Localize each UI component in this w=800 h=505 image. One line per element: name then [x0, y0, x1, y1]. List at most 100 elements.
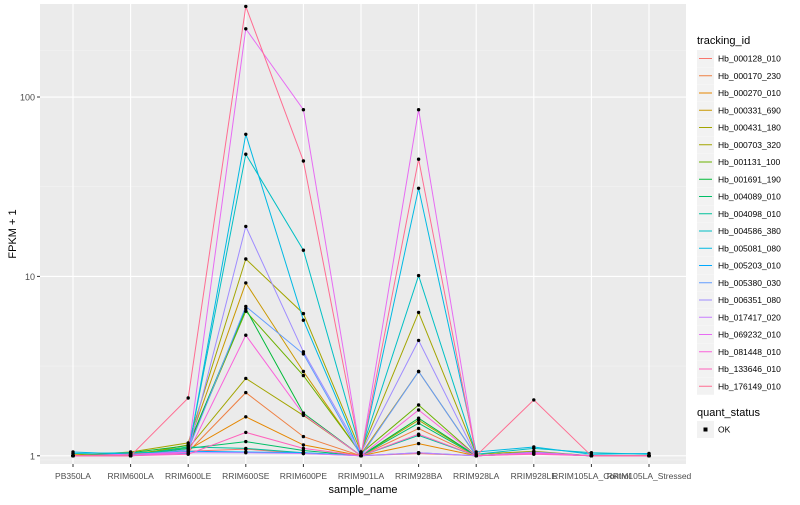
data-point-Hb_004098_010-RRIM600LE	[186, 445, 190, 449]
data-point-Hb_176149_010-RRIM928BA	[416, 157, 421, 161]
data-point-Hb_000170_230-RRIM600SE	[244, 390, 248, 395]
legend-label: Hb_176149_010	[718, 381, 781, 391]
data-points	[71, 4, 651, 458]
data-point-Hb_176149_010-PB350LA	[71, 454, 75, 458]
data-point-Hb_133646_010-RRIM928LE	[532, 452, 536, 456]
data-point-Hb_176149_010-RRIM105LA_Stressed	[647, 454, 651, 458]
data-point-Hb_000270_010-RRIM600SE	[244, 415, 248, 419]
x-tick-label: RRIM105LA_Stressed	[607, 471, 692, 481]
legend-label: Hb_000431_180	[718, 123, 781, 133]
data-point-Hb_000431_180-RRIM600SE	[244, 376, 248, 381]
legend-label: Hb_000170_230	[718, 71, 781, 81]
data-point-Hb_000170_230-RRIM600PE	[301, 434, 306, 439]
data-point-Hb_000703_320-RRIM928BA	[416, 310, 421, 315]
data-point-Hb_069232_010-RRIM928BA	[416, 108, 421, 112]
legend-shape-items: OK	[697, 421, 731, 438]
data-point-Hb_005081_080-RRIM928BA	[416, 186, 421, 190]
legend-label: Hb_005203_010	[718, 261, 781, 271]
data-point-Hb_006351_080-RRIM928BA	[416, 338, 421, 343]
legend-label: Hb_017417_020	[718, 312, 781, 322]
legend: tracking_id Hb_000128_010Hb_000170_230Hb…	[697, 35, 781, 438]
data-point-Hb_133646_010-RRIM600LE	[186, 452, 190, 456]
data-point-Hb_005081_080-RRIM600PE	[301, 318, 306, 322]
data-point-Hb_001131_100-RRIM928BA	[416, 403, 421, 407]
x-tick-label: RRIM600PE	[280, 471, 328, 481]
data-point-Hb_176149_010-RRIM928LE	[532, 398, 536, 402]
data-point-Hb_001131_100-RRIM600SE	[244, 309, 248, 313]
data-point-Hb_176149_010-RRIM600PE	[301, 159, 306, 163]
data-point-Hb_005081_080-PB350LA	[71, 450, 75, 454]
data-point-Hb_006351_080-RRIM901LA	[359, 451, 363, 455]
legend-label: Hb_133646_010	[718, 364, 781, 374]
legend-label: Hb_004586_380	[718, 226, 781, 236]
data-point-Hb_004089_010-RRIM928BA	[416, 421, 421, 425]
data-point-Hb_006351_080-RRIM600SE	[244, 224, 248, 229]
x-tick-label: RRIM600SE	[222, 471, 270, 481]
x-tick-label: RRIM928BA	[395, 471, 443, 481]
y-tick-label: 1	[30, 451, 35, 461]
data-point-Hb_176149_010-RRIM600LE	[186, 396, 190, 400]
data-point-Hb_000703_320-RRIM600PE	[301, 311, 306, 316]
x-tick-label: RRIM105LA_Control	[552, 471, 631, 481]
legend-label: Hb_069232_010	[718, 330, 781, 340]
data-point-Hb_176149_010-RRIM600LA	[128, 454, 133, 458]
data-point-Hb_005081_080-RRIM928LE	[532, 445, 536, 449]
data-point-Hb_081448_010-RRIM600PE	[301, 412, 306, 417]
data-point-Hb_081448_010-RRIM928BA	[416, 408, 421, 412]
data-point-Hb_004586_380-RRIM600SE	[244, 152, 248, 156]
legend-label: Hb_000128_010	[718, 54, 781, 64]
x-tick-label: RRIM901LA	[338, 471, 385, 481]
data-point-Hb_069232_010-RRIM600PE	[301, 108, 306, 112]
y-axis: 1 10 100	[20, 93, 40, 461]
data-point-Hb_000703_320-RRIM600LE	[186, 441, 190, 445]
legend-color-items: Hb_000128_010 Hb_000170_230 Hb_000270_010 H…	[697, 50, 781, 395]
legend-label: Hb_005380_030	[718, 278, 781, 288]
data-point-Hb_001131_100-RRIM600PE	[301, 373, 306, 378]
data-point-Hb_133646_010-RRIM928BA	[416, 432, 421, 436]
data-point-Hb_001691_190-RRIM928BA	[416, 416, 421, 420]
legend-label: Hb_001691_190	[718, 174, 781, 184]
x-tick-label: RRIM600LA	[107, 471, 154, 481]
data-point-Hb_133646_010-RRIM600SE	[244, 430, 248, 435]
data-point-Hb_000331_690-RRIM600SE	[244, 281, 248, 285]
legend-label: Hb_000703_320	[718, 140, 781, 150]
legend-shape-title: quant_status	[697, 407, 760, 419]
data-point-Hb_176149_010-RRIM105LA_Control	[589, 454, 594, 458]
data-point-Hb_004586_380-RRIM928BA	[416, 273, 421, 278]
x-tick-label: RRIM928LA	[453, 471, 500, 481]
legend-shape-label: OK	[718, 425, 731, 435]
data-point-Hb_005380_030-RRIM928BA	[416, 369, 421, 374]
legend-label: Hb_004089_010	[718, 192, 781, 202]
data-point-Hb_004098_010-RRIM600SE	[244, 446, 248, 451]
data-point-Hb_017417_020-RRIM600PE	[301, 451, 306, 456]
data-point-Hb_000170_230-RRIM928BA	[416, 426, 421, 431]
data-point-Hb_069232_010-RRIM600SE	[244, 27, 248, 31]
legend-label: Hb_001131_100	[718, 157, 781, 167]
data-point-Hb_176149_010-RRIM600SE	[244, 4, 248, 9]
legend-label: Hb_000270_010	[718, 88, 781, 98]
y-tick-label: 100	[20, 93, 35, 103]
plot-panel	[40, 4, 686, 464]
legend-color-title: tracking_id	[697, 35, 750, 47]
x-axis-title: sample_name	[328, 484, 397, 496]
data-point-Hb_017417_020-RRIM600SE	[244, 451, 248, 455]
data-point-Hb_176149_010-RRIM928LA	[474, 454, 478, 458]
data-point-Hb_000270_010-RRIM928BA	[416, 441, 421, 446]
data-point-Hb_005081_080-RRIM928LA	[474, 450, 478, 454]
x-tick-label: RRIM600LE	[165, 471, 212, 481]
data-point-Hb_004586_380-RRIM600PE	[301, 248, 306, 252]
y-axis-title: FPKM + 1	[7, 209, 19, 258]
y-tick-label: 10	[25, 272, 35, 282]
data-point-Hb_133646_010-RRIM600PE	[301, 446, 306, 451]
legend-label: Hb_005081_080	[718, 243, 781, 253]
data-point-Hb_081448_010-RRIM600SE	[244, 333, 248, 337]
legend-label: Hb_006351_080	[718, 295, 781, 305]
legend-shape-square-icon	[703, 427, 708, 432]
data-point-Hb_176149_010-RRIM901LA	[359, 454, 363, 458]
legend-label: Hb_000331_690	[718, 105, 781, 115]
x-tick-label: RRIM928LE	[511, 471, 558, 481]
data-point-Hb_005380_030-RRIM600SE	[244, 304, 248, 309]
data-point-Hb_000331_690-RRIM600PE	[301, 369, 306, 374]
x-axis: PB350LA RRIM600LA RRIM600LE RRIM600SE RRIM60…	[55, 464, 692, 481]
